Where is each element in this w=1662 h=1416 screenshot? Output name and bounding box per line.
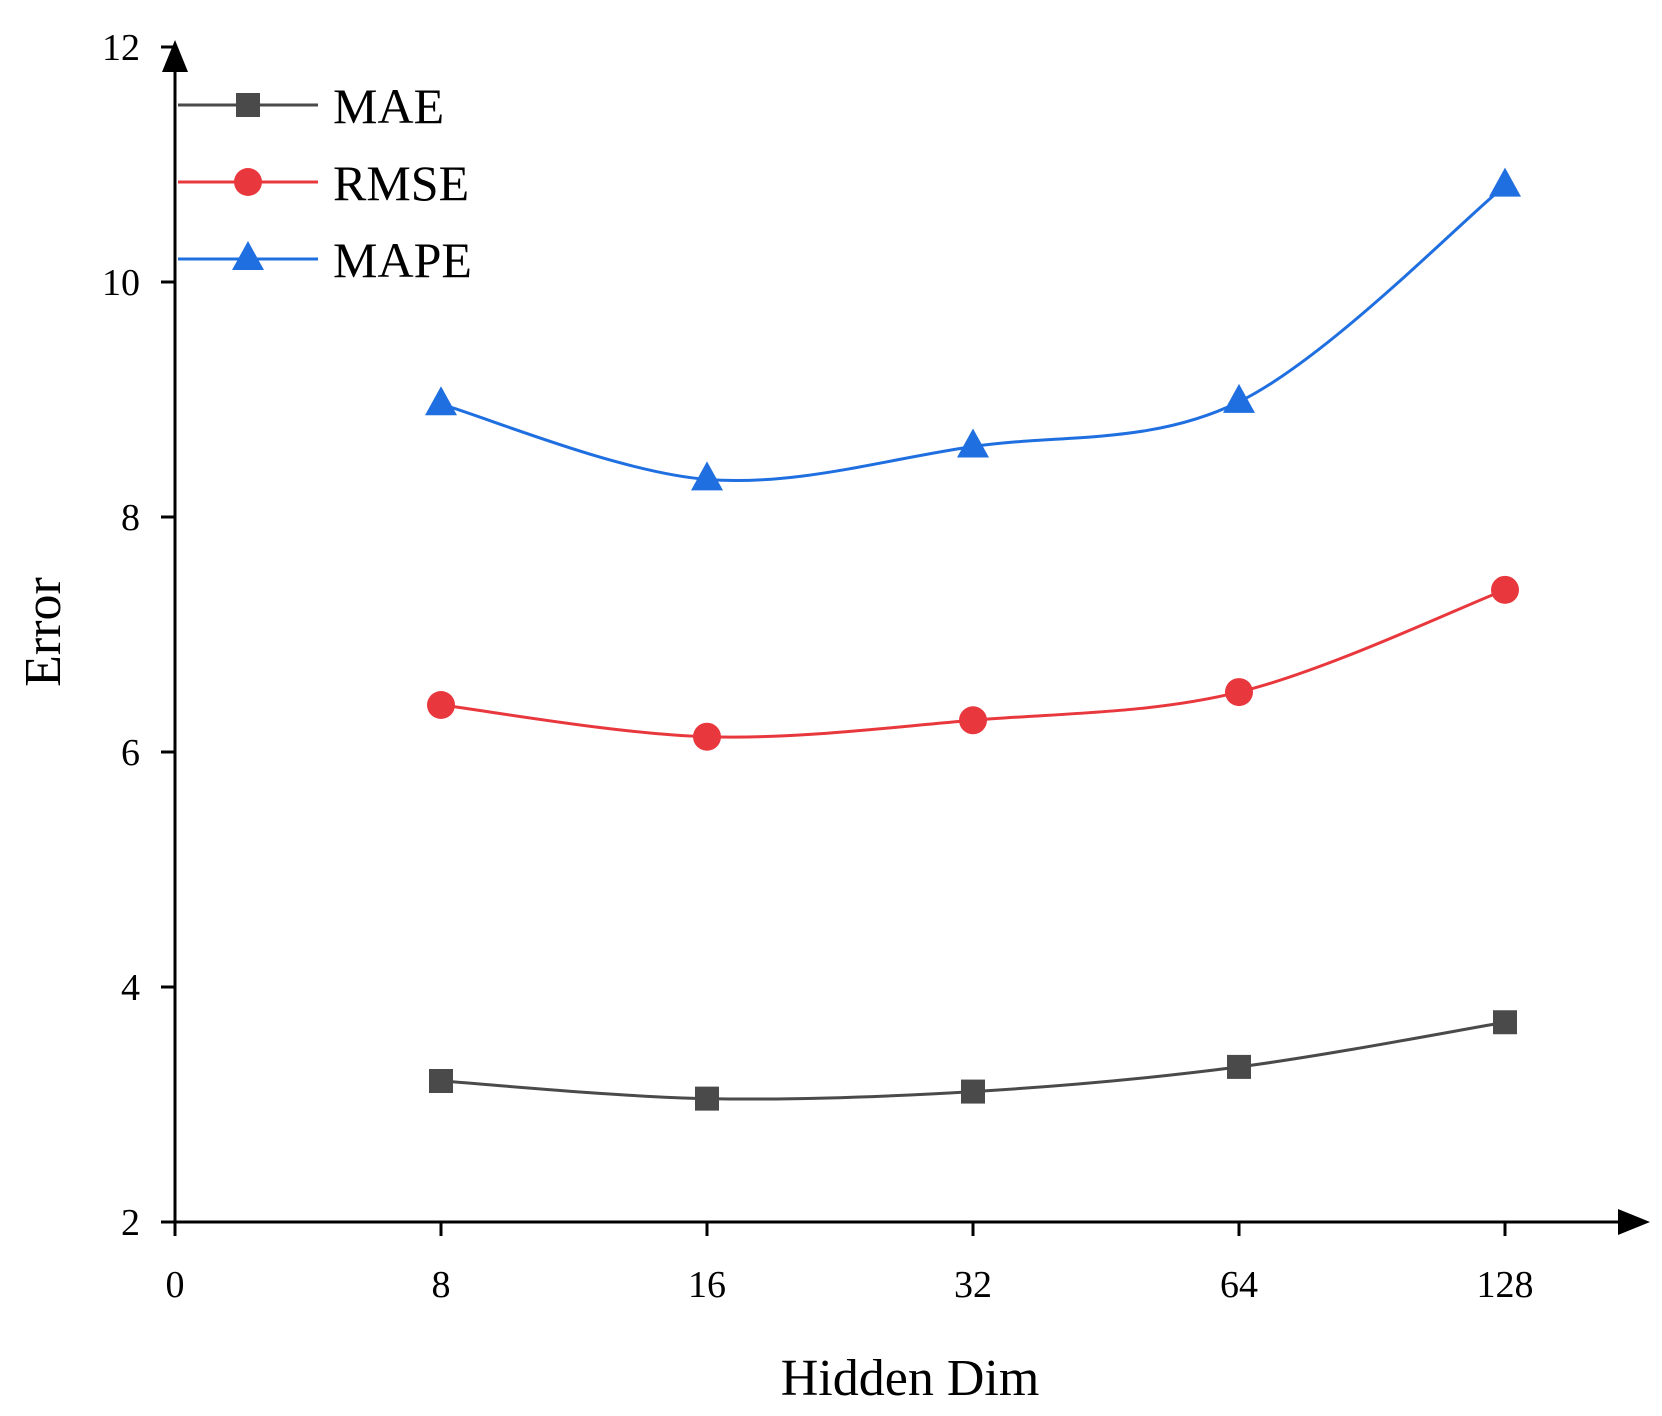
mae-point	[429, 1069, 453, 1093]
y-tick-label: 2	[121, 1202, 140, 1244]
x-tick-label: 16	[688, 1264, 726, 1306]
rmse-point	[1225, 678, 1253, 707]
mae-point	[695, 1086, 719, 1111]
x-axis-arrow	[1618, 1209, 1650, 1235]
mape-point	[425, 386, 457, 416]
series-mae	[429, 1010, 1517, 1111]
y-tick-label: 4	[121, 967, 140, 1009]
mae-point	[1227, 1054, 1251, 1079]
mape-point	[1223, 383, 1255, 413]
mae-point	[1493, 1010, 1517, 1035]
x-tick-label: 128	[1477, 1264, 1534, 1306]
x-tick-label: 0	[166, 1264, 185, 1306]
legend: MAE RMSE MAPE	[178, 78, 472, 288]
legend-label-mae: MAE	[333, 78, 444, 134]
legend-label-mape: MAPE	[333, 232, 472, 288]
axes: Hidden Dim Error	[15, 40, 1650, 1407]
y-tick-label: 10	[102, 262, 140, 304]
rmse-point	[1491, 575, 1519, 604]
legend-marker-rmse	[234, 168, 262, 196]
legend-item-rmse: RMSE	[178, 155, 469, 211]
mae-point	[961, 1079, 985, 1104]
x-axis-title: Hidden Dim	[781, 1350, 1040, 1407]
series-mape	[425, 167, 1521, 491]
y-ticks: 2 4 6 8 10 12	[102, 27, 175, 1244]
series	[425, 167, 1521, 1111]
legend-marker-mape	[232, 241, 264, 270]
rmse-point	[693, 722, 721, 751]
x-ticks: 0 8 16 32 64 128	[166, 1222, 1534, 1306]
y-tick-label: 12	[102, 27, 140, 69]
x-tick-label: 64	[1220, 1264, 1258, 1306]
y-tick-label: 6	[121, 732, 140, 774]
x-tick-label: 32	[954, 1264, 992, 1306]
y-axis-arrow	[162, 40, 188, 72]
x-tick-label: 8	[432, 1264, 451, 1306]
legend-item-mae: MAE	[178, 78, 444, 134]
legend-item-mape: MAPE	[178, 232, 472, 288]
rmse-point	[959, 706, 987, 735]
y-axis-title: Error	[15, 577, 72, 687]
mape-point	[957, 428, 989, 458]
legend-marker-mae	[236, 93, 260, 117]
series-rmse	[427, 575, 1519, 751]
mape-point	[691, 461, 723, 491]
legend-label-rmse: RMSE	[333, 155, 469, 211]
y-tick-label: 8	[121, 497, 140, 539]
rmse-point	[427, 691, 455, 719]
mape-point	[1489, 167, 1521, 197]
